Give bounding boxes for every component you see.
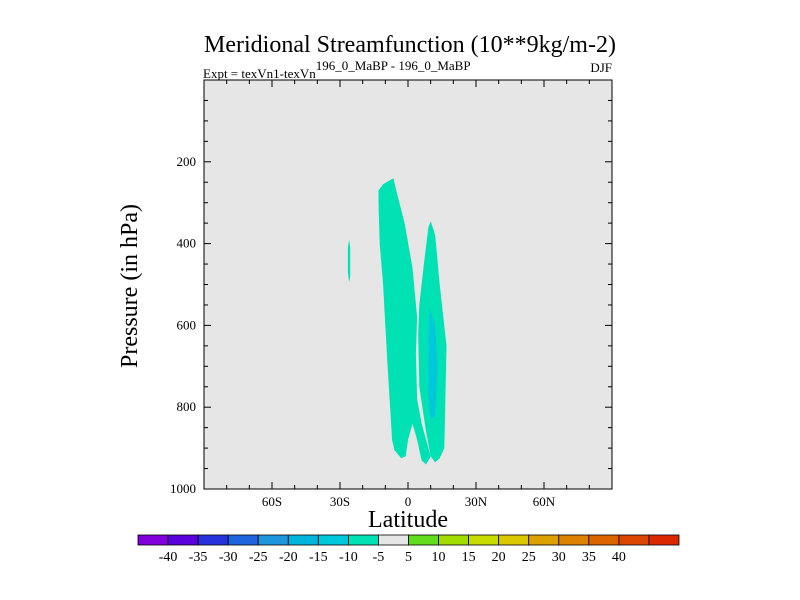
- colorbar-swatch: [438, 534, 470, 546]
- x-tick-label: 30N: [465, 494, 488, 509]
- colorbar-label: -25: [249, 550, 268, 565]
- colorbar-swatch: [317, 534, 349, 546]
- colorbar-swatch: [588, 534, 620, 546]
- colorbar-swatch: [618, 534, 650, 546]
- colorbar-swatch: [137, 534, 169, 546]
- x-tick-label: 30S: [330, 494, 350, 509]
- x-tick-label: 0: [405, 494, 412, 509]
- chart-title: Meridional Streamfunction (10**9kg/m-2): [204, 32, 616, 58]
- experiment-label: Expt = texVn1-texVn196_0_MaBP - 196_0_Ma…: [203, 58, 471, 81]
- plot-area: 60S 30S 0 30N 60N 200 400 600 800 1000: [170, 79, 613, 509]
- y-tick-label: 800: [177, 399, 197, 414]
- experiment-label-superscript: 196_0_MaBP - 196_0_MaBP: [316, 58, 471, 73]
- colorbar-swatch: [378, 534, 409, 546]
- colorbar-swatch: [197, 534, 229, 546]
- y-tick-label: 200: [177, 154, 197, 169]
- colorbar-swatch: [287, 534, 319, 546]
- colorbar-label: -5: [373, 550, 385, 565]
- colorbar-label: 15: [462, 550, 476, 565]
- contour-region-north-core: [428, 309, 438, 420]
- x-axis-label: Latitude: [368, 507, 448, 533]
- colorbar-swatch: [227, 534, 259, 546]
- x-tick-label: 60N: [533, 494, 556, 509]
- x-tick-label: 60S: [262, 494, 282, 509]
- y-axis-label: Pressure (in hPa): [117, 204, 143, 368]
- colorbar-swatch: [558, 534, 590, 546]
- colorbar-label: -10: [339, 550, 358, 565]
- colorbar-label: 30: [552, 550, 566, 565]
- colorbar-label: 20: [492, 550, 506, 565]
- colorbar-label: 40: [612, 550, 626, 565]
- colorbar-swatch: [347, 534, 379, 546]
- colorbar: -40 -35 -30 -25 -20 -15 -10 -5 5 10 15 20 25 30 35 40: [137, 534, 680, 565]
- colorbar-swatch: [528, 534, 560, 546]
- y-tick-label: 600: [177, 317, 197, 332]
- colorbar-swatch: [498, 534, 530, 546]
- contour-region-main-cell: [378, 178, 431, 465]
- colorbar-label: -35: [189, 550, 208, 565]
- y-tick-label: 400: [177, 236, 197, 251]
- contour-region-south-sliver: [347, 239, 351, 283]
- colorbar-label: 35: [582, 550, 596, 565]
- experiment-label-prefix: Expt = texVn1-texVn: [203, 66, 316, 81]
- colorbar-label: -20: [279, 550, 298, 565]
- colorbar-swatch: [167, 534, 199, 546]
- colorbar-label: -40: [159, 550, 178, 565]
- colorbar-swatch: [408, 534, 439, 546]
- colorbar-label: 25: [522, 550, 536, 565]
- colorbar-label: -15: [309, 550, 328, 565]
- y-tick-label: 1000: [170, 481, 196, 496]
- colorbar-swatch: [468, 534, 500, 546]
- colorbar-swatch: [257, 534, 289, 546]
- colorbar-label: 5: [405, 550, 412, 565]
- colorbar-swatch: [648, 534, 680, 546]
- season-label: DJF: [590, 60, 612, 75]
- colorbar-label: 10: [432, 550, 446, 565]
- colorbar-label: -30: [219, 550, 238, 565]
